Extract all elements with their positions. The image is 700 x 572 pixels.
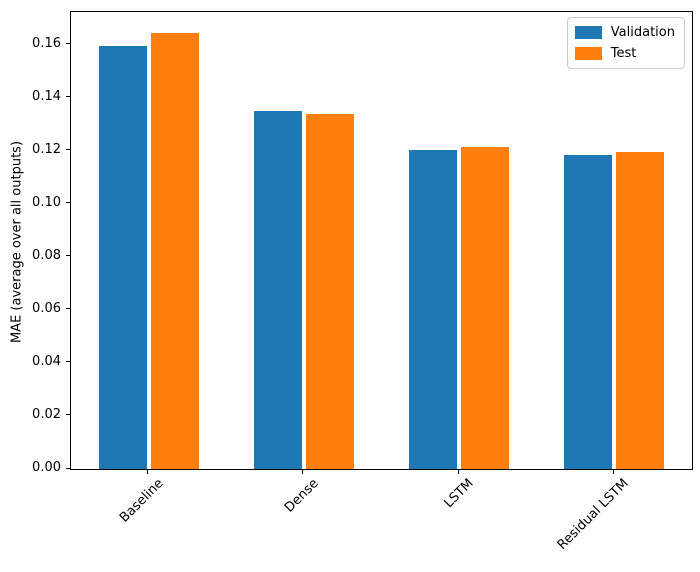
y-tick-mark <box>66 414 70 416</box>
y-tick-label: 0.12 <box>32 141 61 157</box>
y-tick-label: 0.02 <box>32 406 61 422</box>
x-tick-mark <box>302 470 304 474</box>
x-tick-mark <box>612 470 614 474</box>
bar-validation-residual-lstm <box>564 154 613 469</box>
bar-validation-dense <box>253 111 302 469</box>
y-tick-label: 0.16 <box>32 35 61 51</box>
bar-validation-lstm <box>409 149 458 469</box>
bar-validation-baseline <box>98 46 147 469</box>
bar-test-lstm <box>461 146 510 469</box>
y-tick-mark <box>66 308 70 310</box>
legend: Validation Test <box>566 17 685 69</box>
y-axis-label: MAE (average over all outputs) <box>9 140 25 344</box>
y-tick-label: 0.10 <box>32 194 61 210</box>
x-tick-mark <box>147 470 149 474</box>
y-tick-label: 0.04 <box>32 353 61 369</box>
y-tick-label: 0.08 <box>32 247 61 263</box>
y-tick-mark <box>66 149 70 151</box>
y-tick-mark <box>66 43 70 45</box>
x-tick-label-dense: Dense <box>281 476 322 516</box>
plot-area <box>70 11 693 470</box>
legend-swatch-validation-icon <box>574 26 602 39</box>
bar-test-baseline <box>150 32 199 469</box>
y-tick-label: 0.14 <box>32 88 61 104</box>
bar-test-residual-lstm <box>616 152 665 469</box>
x-tick-mark <box>457 470 459 474</box>
legend-entry-test: Test <box>574 46 675 61</box>
y-tick-label: 0.00 <box>32 460 61 475</box>
y-tick-mark <box>66 96 70 98</box>
y-tick-mark <box>66 361 70 363</box>
legend-swatch-test-icon <box>574 47 602 60</box>
legend-label-validation: Validation <box>610 25 675 40</box>
x-tick-label-lstm: LSTM <box>441 476 477 512</box>
y-tick-mark <box>66 467 70 469</box>
y-tick-label: 0.06 <box>32 300 61 316</box>
legend-label-test: Test <box>610 46 637 61</box>
bar-test-dense <box>305 113 354 469</box>
y-tick-mark <box>66 202 70 204</box>
legend-entry-validation: Validation <box>574 25 675 40</box>
x-tick-label-baseline: Baseline <box>116 476 167 526</box>
y-tick-mark <box>66 255 70 257</box>
x-tick-label-residual-lstm: Residual LSTM <box>555 476 632 553</box>
